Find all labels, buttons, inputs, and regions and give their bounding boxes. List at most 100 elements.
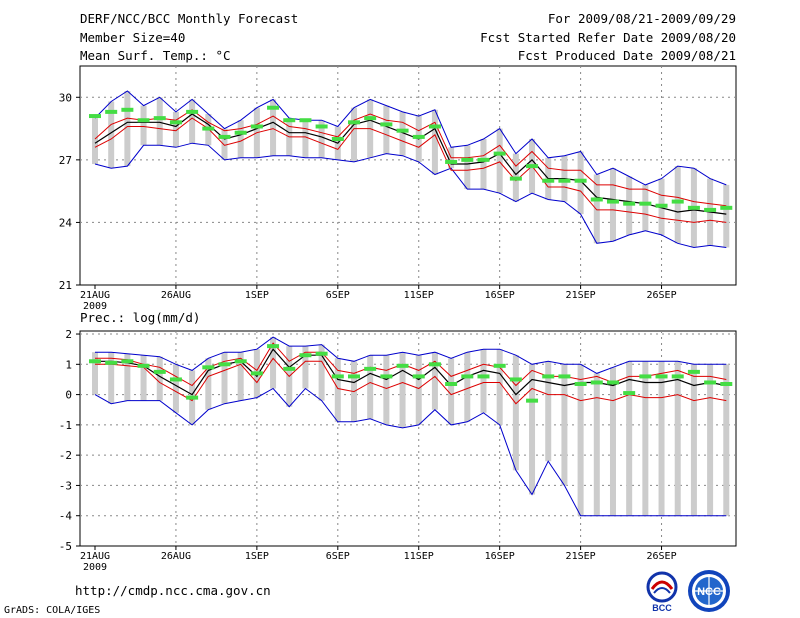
source-url[interactable]: http://cmdp.ncc.cma.gov.cn	[75, 583, 271, 598]
series-line-upper	[95, 342, 727, 387]
obs-marker	[186, 109, 199, 114]
series-line-lower	[95, 357, 727, 405]
obs-marker	[315, 351, 328, 356]
y-tick-label: 24	[59, 216, 73, 229]
obs-marker	[542, 178, 555, 183]
member-size: Member Size=40	[80, 30, 186, 45]
y-tick-label: -2	[59, 449, 72, 462]
ncc-logo: NCC	[688, 570, 730, 612]
spread-bar	[577, 364, 584, 516]
obs-marker	[720, 381, 733, 386]
panel-title: Prec.: log(mm/d)	[80, 310, 200, 325]
spread-bar	[270, 337, 277, 389]
obs-marker	[250, 124, 263, 129]
spread-bar	[707, 364, 714, 516]
obs-marker	[526, 164, 539, 169]
obs-marker	[445, 381, 458, 386]
obs-marker	[606, 199, 619, 204]
spread-bar	[399, 111, 406, 156]
series-line-mean	[95, 348, 727, 396]
spread-bar	[221, 352, 228, 404]
obs-marker	[574, 381, 587, 386]
obs-marker	[364, 366, 377, 371]
spread-bar	[723, 184, 730, 248]
x-tick-label: 16SEP	[485, 551, 515, 562]
obs-marker	[461, 374, 474, 379]
series-line-max	[95, 336, 727, 374]
spread-bar	[464, 145, 471, 190]
spread-bar	[140, 355, 147, 401]
obs-marker	[380, 374, 393, 379]
x-tick-label: 16SEP	[485, 290, 515, 301]
obs-marker	[234, 359, 247, 364]
spread-bar	[658, 361, 665, 516]
x-tick-label: 6SEP	[326, 551, 350, 562]
spread-bar	[318, 120, 325, 158]
spread-bar	[189, 99, 196, 144]
spread-bar	[108, 352, 115, 404]
y-tick-label: 27	[59, 154, 72, 167]
x-tick-label: 1SEP	[245, 551, 269, 562]
forecast-start-date: Fcst Started Refer Date 2009/08/20	[480, 30, 736, 45]
x-tick-label: 1SEP	[245, 290, 269, 301]
spread-bar	[383, 105, 390, 154]
obs-marker	[380, 122, 393, 127]
obs-marker	[283, 118, 296, 123]
obs-marker	[347, 374, 360, 379]
spread-bar	[431, 352, 438, 410]
x-tick-label: 26SEP	[646, 290, 676, 301]
obs-marker	[428, 124, 441, 129]
obs-marker	[137, 363, 150, 368]
spread-bar	[156, 356, 163, 401]
obs-marker	[347, 120, 360, 125]
spread-bar	[496, 128, 503, 194]
x-tick-label: 21AUG	[80, 290, 110, 301]
spread-bar	[448, 358, 455, 425]
obs-marker	[169, 377, 182, 382]
spread-bar	[512, 355, 519, 471]
spread-bar	[399, 352, 406, 428]
x-tick-label: 11SEP	[404, 551, 434, 562]
y-tick-label: 30	[59, 91, 72, 104]
spread-bar	[318, 344, 325, 401]
obs-marker	[169, 120, 182, 125]
obs-marker	[428, 362, 441, 367]
x-tick-label: 11SEP	[404, 290, 434, 301]
obs-marker	[186, 395, 199, 400]
x-tick-label: 26AUG	[161, 551, 191, 562]
spread-bar	[302, 120, 309, 158]
obs-marker	[89, 114, 101, 119]
spread-bar	[723, 364, 730, 516]
spread-bar	[626, 361, 633, 516]
obs-marker	[477, 157, 490, 162]
spread-bar	[577, 151, 584, 215]
obs-marker	[704, 207, 717, 212]
obs-marker	[331, 374, 344, 379]
obs-marker	[121, 107, 134, 112]
spread-bar	[480, 349, 487, 413]
spread-bar	[367, 355, 374, 419]
obs-marker	[396, 363, 409, 368]
obs-marker	[89, 359, 101, 364]
obs-marker	[639, 201, 652, 206]
obs-marker	[412, 374, 425, 379]
spread-bar	[642, 361, 649, 516]
obs-marker	[655, 203, 668, 208]
obs-marker	[412, 134, 425, 139]
obs-marker	[153, 369, 166, 374]
obs-marker	[234, 130, 247, 135]
spread-bar	[124, 353, 131, 401]
obs-marker	[202, 126, 215, 131]
chart-title: DERF/NCC/BCC Monthly Forecast	[80, 11, 299, 26]
ncc-logo-label: NCC	[697, 586, 721, 598]
panel-frame	[79, 65, 737, 286]
obs-marker	[250, 371, 263, 376]
obs-marker	[493, 151, 506, 156]
spread-bar	[415, 355, 422, 425]
x-tick-label: 26SEP	[646, 551, 676, 562]
obs-marker	[509, 176, 522, 181]
spread-bar	[496, 349, 503, 425]
series-line-mean	[94, 113, 727, 215]
obs-marker	[687, 369, 700, 374]
